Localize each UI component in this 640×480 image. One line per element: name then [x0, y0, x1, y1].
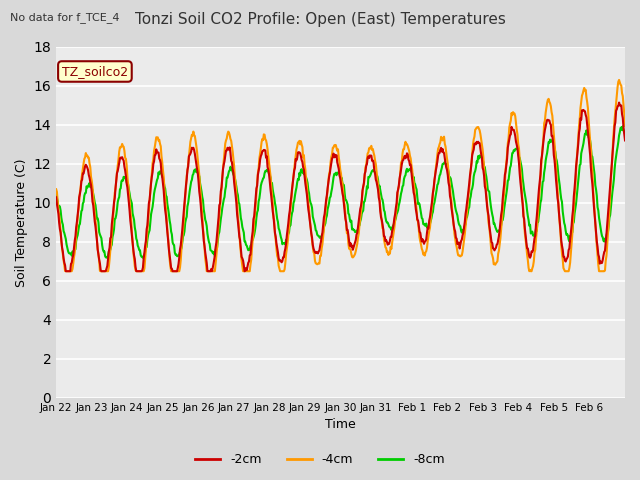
Text: TZ_soilco2: TZ_soilco2	[62, 65, 128, 78]
X-axis label: Time: Time	[325, 419, 356, 432]
Legend: -2cm, -4cm, -8cm: -2cm, -4cm, -8cm	[190, 448, 450, 471]
Text: Tonzi Soil CO2 Profile: Open (East) Temperatures: Tonzi Soil CO2 Profile: Open (East) Temp…	[134, 12, 506, 27]
Text: No data for f_TCE_4: No data for f_TCE_4	[10, 12, 119, 23]
Y-axis label: Soil Temperature (C): Soil Temperature (C)	[15, 158, 28, 287]
